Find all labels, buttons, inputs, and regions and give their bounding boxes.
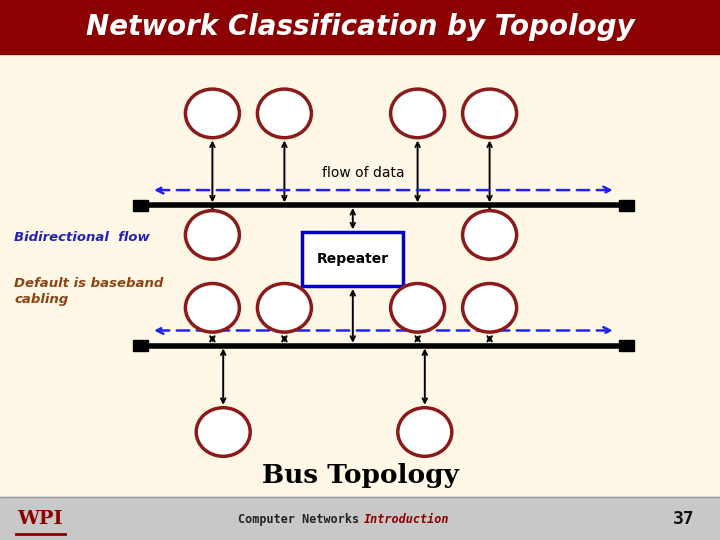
- Text: WPI: WPI: [17, 510, 63, 529]
- Text: Computer Networks: Computer Networks: [238, 513, 359, 526]
- Text: Network Classification by Topology: Network Classification by Topology: [86, 13, 634, 41]
- Text: flow of data: flow of data: [323, 166, 405, 180]
- Text: Repeater: Repeater: [317, 252, 389, 266]
- Bar: [619, 340, 634, 351]
- Bar: [302, 232, 403, 286]
- Ellipse shape: [397, 408, 452, 456]
- Ellipse shape: [196, 408, 251, 456]
- Text: Bus Topology: Bus Topology: [261, 463, 459, 488]
- Ellipse shape: [185, 284, 239, 332]
- Bar: [133, 200, 148, 211]
- Ellipse shape: [185, 89, 239, 138]
- Bar: [0, 0, 720, 54]
- Bar: [133, 340, 148, 351]
- Ellipse shape: [185, 211, 239, 259]
- Ellipse shape: [463, 89, 517, 138]
- Bar: [619, 200, 634, 211]
- Text: cabling: cabling: [14, 293, 68, 306]
- Ellipse shape: [258, 284, 312, 332]
- Ellipse shape: [258, 89, 312, 138]
- Ellipse shape: [463, 284, 517, 332]
- Ellipse shape: [463, 211, 517, 259]
- Ellipse shape: [390, 89, 444, 138]
- Ellipse shape: [390, 284, 444, 332]
- Text: Default is baseband: Default is baseband: [14, 277, 163, 290]
- Bar: [0, 497, 720, 540]
- Text: Introduction: Introduction: [364, 513, 449, 526]
- Text: 37: 37: [673, 510, 695, 529]
- Text: Bidirectional  flow: Bidirectional flow: [14, 231, 150, 244]
